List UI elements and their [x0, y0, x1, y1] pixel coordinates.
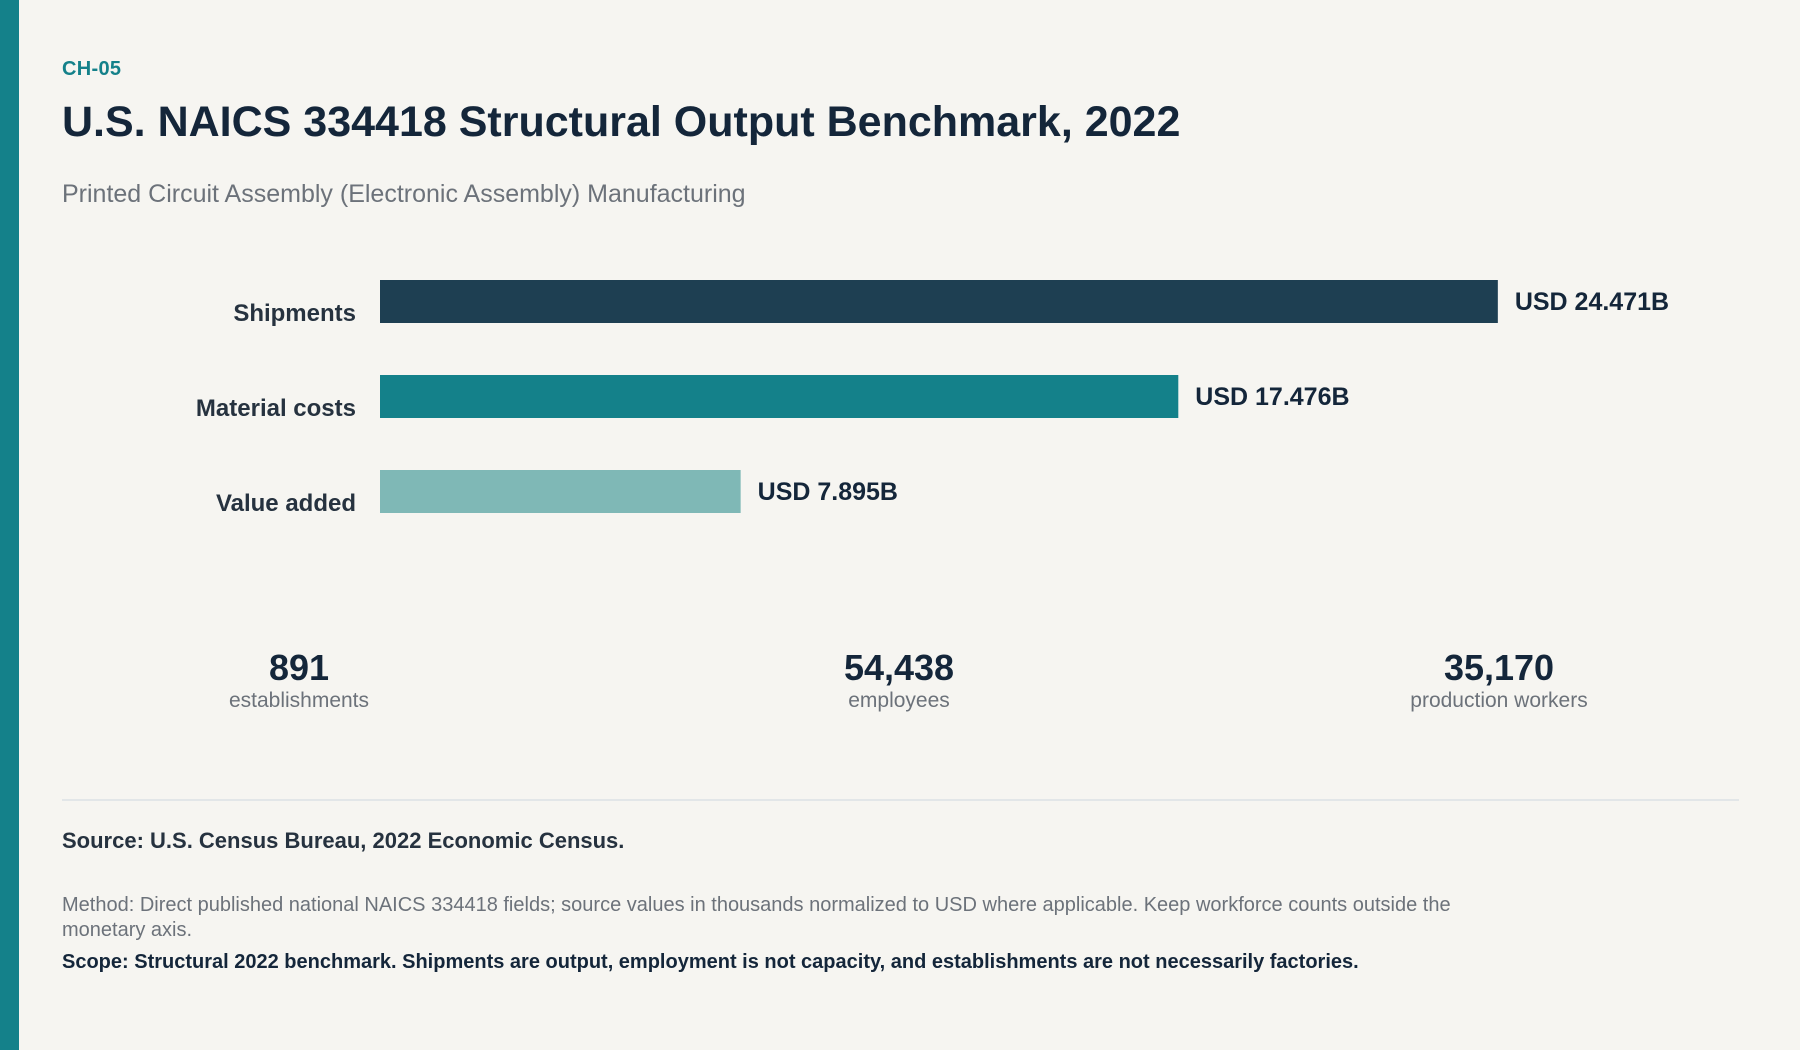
source-note: Source: U.S. Census Bureau, 2022 Economi… — [62, 828, 625, 853]
stat-label: employees — [848, 689, 950, 712]
bar-chart: Shipments USD 24.471B Material costs USD 17… — [0, 240, 1800, 540]
category-label: Value added — [216, 490, 356, 517]
bar-value-label: USD 7.895B — [758, 478, 898, 506]
bar-value-label: USD 17.476B — [1195, 383, 1349, 411]
stat-label: production workers — [1410, 689, 1588, 712]
chart-title: U.S. NAICS 334418 Structural Output Benc… — [62, 98, 1181, 146]
category-label: Material costs — [196, 395, 356, 422]
bar-chart-svg: Shipments USD 24.471B Material costs USD 17… — [196, 280, 1669, 517]
stat-production-workers: 35,170 production workers — [1349, 648, 1649, 714]
bar — [380, 470, 741, 513]
chart-subtitle: Printed Circuit Assembly (Electronic Ass… — [62, 180, 746, 208]
stat-value: 891 — [268, 647, 330, 688]
bar-value-label: USD 24.471B — [1515, 288, 1669, 316]
bar — [380, 280, 1498, 323]
stat-value: 54,438 — [843, 647, 955, 688]
scope-note: Scope: Structural 2022 benchmark. Shipme… — [62, 951, 1359, 973]
category-label: Shipments — [233, 300, 356, 327]
stat-label: establishments — [228, 689, 370, 712]
stats-row: 891 establishments 54,438 employees 35,1… — [0, 648, 1800, 728]
bar — [380, 375, 1179, 418]
method-note: Method: Direct published national NAICS … — [62, 894, 1451, 941]
chart-id: CH-05 — [62, 58, 122, 80]
stat-establishments: 891 establishments — [149, 648, 449, 714]
stat-value: 35,170 — [1443, 647, 1555, 688]
footer-divider — [62, 799, 1739, 801]
accent-stripe — [0, 0, 19, 1050]
stat-employees: 54,438 employees — [749, 648, 1049, 714]
